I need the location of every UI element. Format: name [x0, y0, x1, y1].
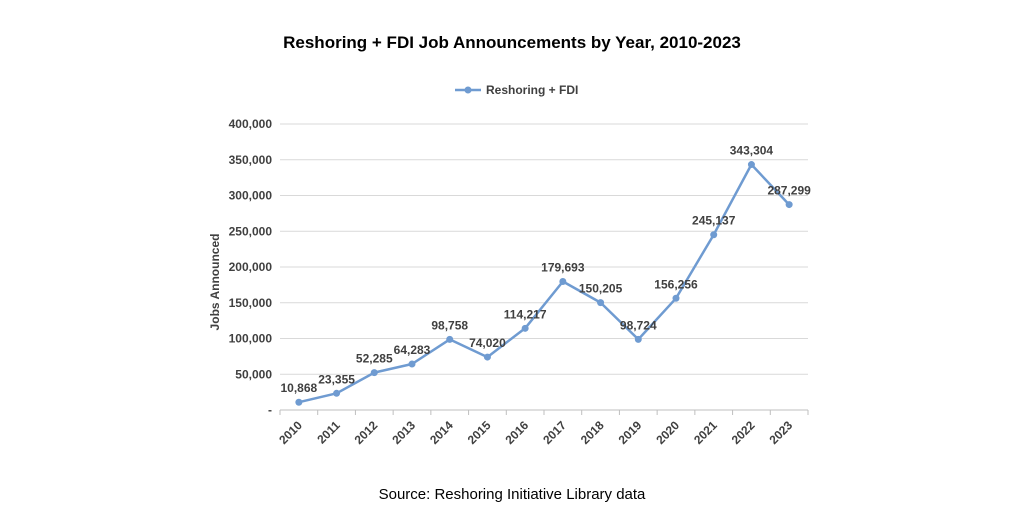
y-tick-label: 200,000: [229, 260, 273, 274]
data-point: [747, 161, 755, 169]
data-point: [710, 231, 718, 239]
data-point: [446, 335, 454, 343]
x-tick-label: 2011: [314, 418, 343, 447]
data-label: 114,217: [504, 307, 547, 321]
data-point: [785, 201, 793, 209]
data-point: [333, 389, 341, 397]
data-label: 156,256: [654, 277, 698, 291]
axes: [279, 409, 809, 415]
x-tick-label: 2022: [729, 418, 758, 447]
series-line: [298, 163, 791, 404]
x-tick-label: 2020: [653, 418, 682, 447]
legend: Reshoring + FDI: [455, 83, 578, 97]
data-point: [370, 369, 378, 377]
data-label: 343,304: [730, 144, 774, 158]
data-label: 287,299: [767, 184, 811, 198]
data-label: 245,137: [692, 214, 736, 228]
data-label: 179,693: [541, 261, 585, 275]
x-tick-label: 2017: [540, 418, 569, 447]
data-label: 64,283: [394, 343, 431, 357]
data-label: 98,758: [431, 318, 468, 332]
data-point: [295, 398, 303, 406]
gridlines: [280, 123, 808, 375]
data-label: 52,285: [356, 352, 393, 366]
data-point: [559, 278, 567, 286]
y-tick-label: 400,000: [229, 117, 273, 131]
y-tick-label: -: [268, 403, 272, 417]
x-tick-label: 2013: [389, 418, 418, 447]
y-tick-label: 300,000: [229, 189, 273, 203]
y-tick-label: 350,000: [229, 153, 273, 167]
series-reshoring-fdi: [295, 161, 793, 406]
chart-title: Reshoring + FDI Job Announcements by Yea…: [283, 33, 741, 52]
x-tick-labels: 2010 2011 2012 2013 2014 2015 2016 2017 2018 2019…: [276, 418, 795, 447]
data-label: 98,724: [620, 318, 657, 332]
data-label: 23,355: [318, 372, 355, 386]
legend-label: Reshoring + FDI: [486, 83, 578, 97]
x-tick-label: 2019: [616, 418, 645, 447]
y-tick-label: 100,000: [229, 332, 273, 346]
x-tick-label: 2023: [766, 418, 795, 447]
y-axis-label: Jobs Announced: [208, 234, 222, 331]
x-tick-label: 2014: [427, 418, 456, 447]
legend-marker: [464, 86, 472, 94]
data-point: [597, 299, 605, 307]
data-label: 10,868: [281, 381, 318, 395]
x-tick-label: 2015: [465, 418, 494, 447]
y-tick-label: 50,000: [235, 367, 272, 381]
x-tick-label: 2016: [502, 418, 531, 447]
data-label: 74,020: [469, 336, 506, 350]
x-tick-label: 2010: [276, 418, 305, 447]
data-point: [672, 294, 680, 302]
data-point: [521, 324, 529, 332]
x-tick-label: 2018: [578, 418, 607, 447]
x-tick-label: 2021: [691, 418, 720, 447]
y-tick-label: 150,000: [229, 296, 273, 310]
data-point: [408, 360, 416, 368]
data-label: 150,205: [579, 282, 623, 296]
source-note: Source: Reshoring Initiative Library dat…: [378, 486, 646, 503]
y-tick-labels: - 50,000 100,000 150,000 200,000 250,000 300,0…: [229, 117, 273, 417]
y-tick-label: 250,000: [229, 224, 273, 238]
x-tick-label: 2012: [352, 418, 381, 447]
data-point: [634, 335, 642, 343]
data-point: [483, 353, 491, 361]
